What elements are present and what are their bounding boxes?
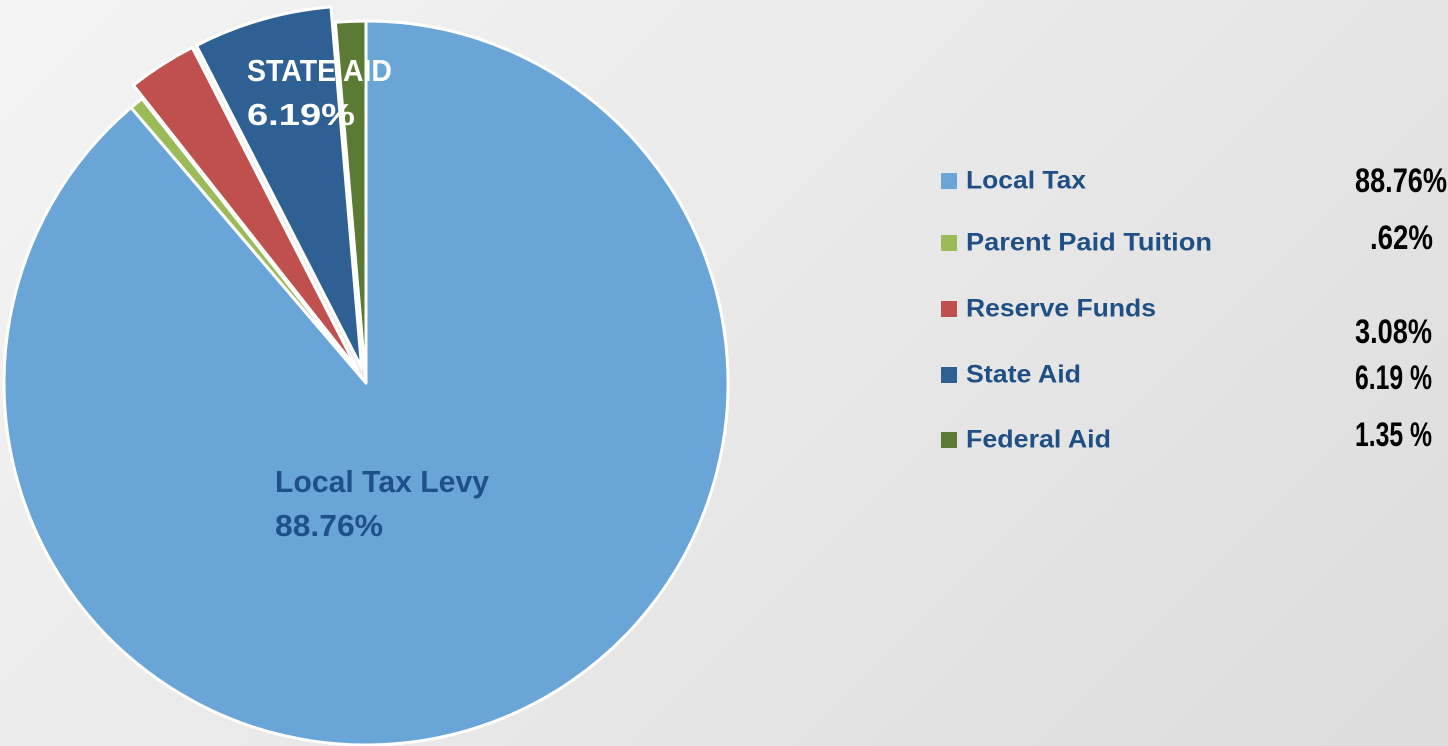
legend-label: Reserve Funds: [966, 295, 1156, 323]
slice-value-label: 6.19%: [247, 97, 355, 132]
legend-label: Parent Paid Tuition: [966, 229, 1212, 257]
value-label: .62%: [1370, 219, 1433, 257]
slice-label: STATE AID: [247, 53, 392, 88]
value-label: 3.08%: [1355, 313, 1432, 351]
legend-swatch: [941, 367, 957, 383]
pie-slice: [194, 5, 364, 370]
legend-label: State Aid: [966, 361, 1081, 389]
legend-swatch: [941, 432, 957, 448]
pie-slice: [129, 97, 368, 385]
value-label: 6.19 %: [1355, 359, 1432, 397]
legend-swatch: [941, 301, 957, 317]
legend-label: Local Tax: [966, 167, 1086, 195]
legend-label: Federal Aid: [966, 426, 1111, 454]
pie-slice: [131, 45, 359, 372]
value-label: 88.76%: [1355, 162, 1447, 200]
value-label: 1.35 %: [1355, 416, 1432, 454]
slice-value-label: 88.76%: [275, 508, 383, 543]
slice-label: Local Tax Levy: [275, 464, 490, 499]
legend-swatch: [941, 173, 957, 189]
legend-swatch: [941, 235, 957, 251]
pie-slice: [333, 19, 368, 385]
